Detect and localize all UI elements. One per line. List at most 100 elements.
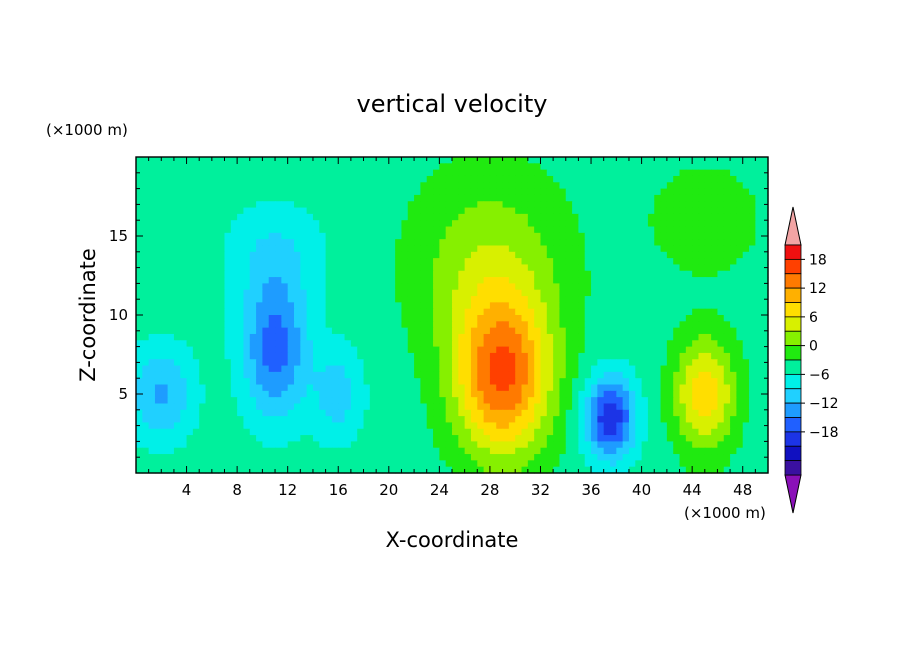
heatmap-cell	[363, 340, 371, 348]
heatmap-cell	[275, 435, 282, 442]
heatmap-cell	[628, 466, 636, 474]
heatmap-cell	[148, 283, 156, 291]
heatmap-cell	[565, 435, 573, 442]
heatmap-cell	[376, 283, 384, 291]
heatmap-cell	[256, 182, 263, 190]
heatmap-cell	[433, 296, 440, 303]
heatmap-cell	[452, 264, 459, 272]
heatmap-cell	[654, 447, 662, 455]
heatmap-cell	[685, 390, 693, 398]
heatmap-cell	[230, 378, 238, 386]
heatmap-cell	[237, 371, 245, 379]
heatmap-cell	[357, 422, 365, 430]
heatmap-cell	[452, 466, 459, 474]
heatmap-cell	[711, 245, 719, 253]
heatmap-cell	[382, 201, 390, 209]
heatmap-cell	[616, 207, 624, 215]
heatmap-cell	[243, 264, 251, 272]
heatmap-cell	[363, 308, 371, 316]
heatmap-cell	[306, 175, 314, 183]
heatmap-cell	[357, 390, 365, 398]
heatmap-cell	[660, 239, 668, 247]
heatmap-cell	[508, 428, 516, 436]
heatmap-cell	[483, 333, 491, 341]
heatmap-cell	[584, 207, 592, 215]
heatmap-cell	[458, 289, 466, 297]
heatmap-cell	[294, 270, 301, 278]
heatmap-cell	[180, 454, 188, 461]
heatmap-cell	[369, 365, 377, 373]
heatmap-cell	[275, 175, 282, 183]
heatmap-cell	[578, 384, 586, 392]
heatmap-cell	[382, 296, 390, 303]
heatmap-cell	[698, 378, 706, 386]
heatmap-cell	[755, 403, 763, 411]
heatmap-cell	[622, 226, 630, 234]
heatmap-cell	[578, 302, 586, 310]
heatmap-cell	[673, 175, 681, 183]
heatmap-cell	[395, 447, 403, 455]
heatmap-cell	[572, 441, 579, 449]
heatmap-cell	[173, 270, 181, 278]
heatmap-cell	[673, 409, 681, 417]
heatmap-cell	[711, 378, 719, 386]
heatmap-cell	[477, 340, 485, 348]
heatmap-cell	[224, 302, 232, 310]
heatmap-cell	[673, 384, 681, 392]
heatmap-cell	[622, 352, 630, 360]
heatmap-cell	[603, 359, 611, 367]
heatmap-cell	[616, 315, 624, 322]
heatmap-cell	[572, 359, 579, 367]
heatmap-cell	[565, 296, 573, 303]
heatmap-cell	[199, 270, 207, 278]
heatmap-cell	[698, 422, 706, 430]
heatmap-cell	[610, 194, 617, 202]
heatmap-cell	[338, 416, 346, 424]
heatmap-cell	[508, 435, 516, 442]
heatmap-cell	[192, 384, 200, 392]
heatmap-cell	[414, 182, 421, 190]
heatmap-cell	[647, 454, 655, 461]
heatmap-cell	[338, 371, 346, 379]
heatmap-cell	[749, 264, 756, 272]
heatmap-cell	[154, 302, 162, 310]
heatmap-cell	[610, 201, 617, 209]
heatmap-cell	[565, 352, 573, 360]
heatmap-cell	[477, 333, 485, 341]
heatmap-cell	[180, 308, 188, 316]
heatmap-cell	[433, 232, 440, 240]
heatmap-cell	[230, 422, 238, 430]
heatmap-cell	[237, 333, 245, 341]
heatmap-cell	[666, 327, 674, 335]
heatmap-cell	[192, 245, 200, 253]
heatmap-cell	[338, 409, 346, 417]
heatmap-cell	[445, 397, 453, 405]
heatmap-cell	[401, 460, 409, 468]
heatmap-cell	[281, 289, 289, 297]
heatmap-cell	[502, 333, 510, 341]
heatmap-cell	[218, 308, 226, 316]
heatmap-cell	[237, 157, 245, 164]
heatmap-cell	[426, 232, 434, 240]
heatmap-cell	[559, 447, 567, 455]
heatmap-cell	[275, 321, 282, 329]
heatmap-cell	[275, 352, 282, 360]
heatmap-cell	[654, 232, 662, 240]
heatmap-cell	[559, 226, 567, 234]
heatmap-cell	[591, 466, 598, 474]
heatmap-cell	[521, 447, 529, 455]
heatmap-cell	[730, 232, 737, 240]
heatmap-cell	[262, 365, 270, 373]
heatmap-cell	[584, 346, 592, 354]
heatmap-cell	[388, 302, 396, 310]
heatmap-cell	[350, 390, 358, 398]
heatmap-cell	[647, 340, 655, 348]
heatmap-cell	[142, 435, 150, 442]
heatmap-cell	[534, 201, 542, 209]
heatmap-cell	[167, 239, 175, 247]
heatmap-cell	[420, 226, 428, 234]
heatmap-cell	[458, 264, 466, 272]
heatmap-cell	[224, 188, 232, 196]
heatmap-cell	[641, 169, 649, 177]
heatmap-cell	[717, 182, 725, 190]
